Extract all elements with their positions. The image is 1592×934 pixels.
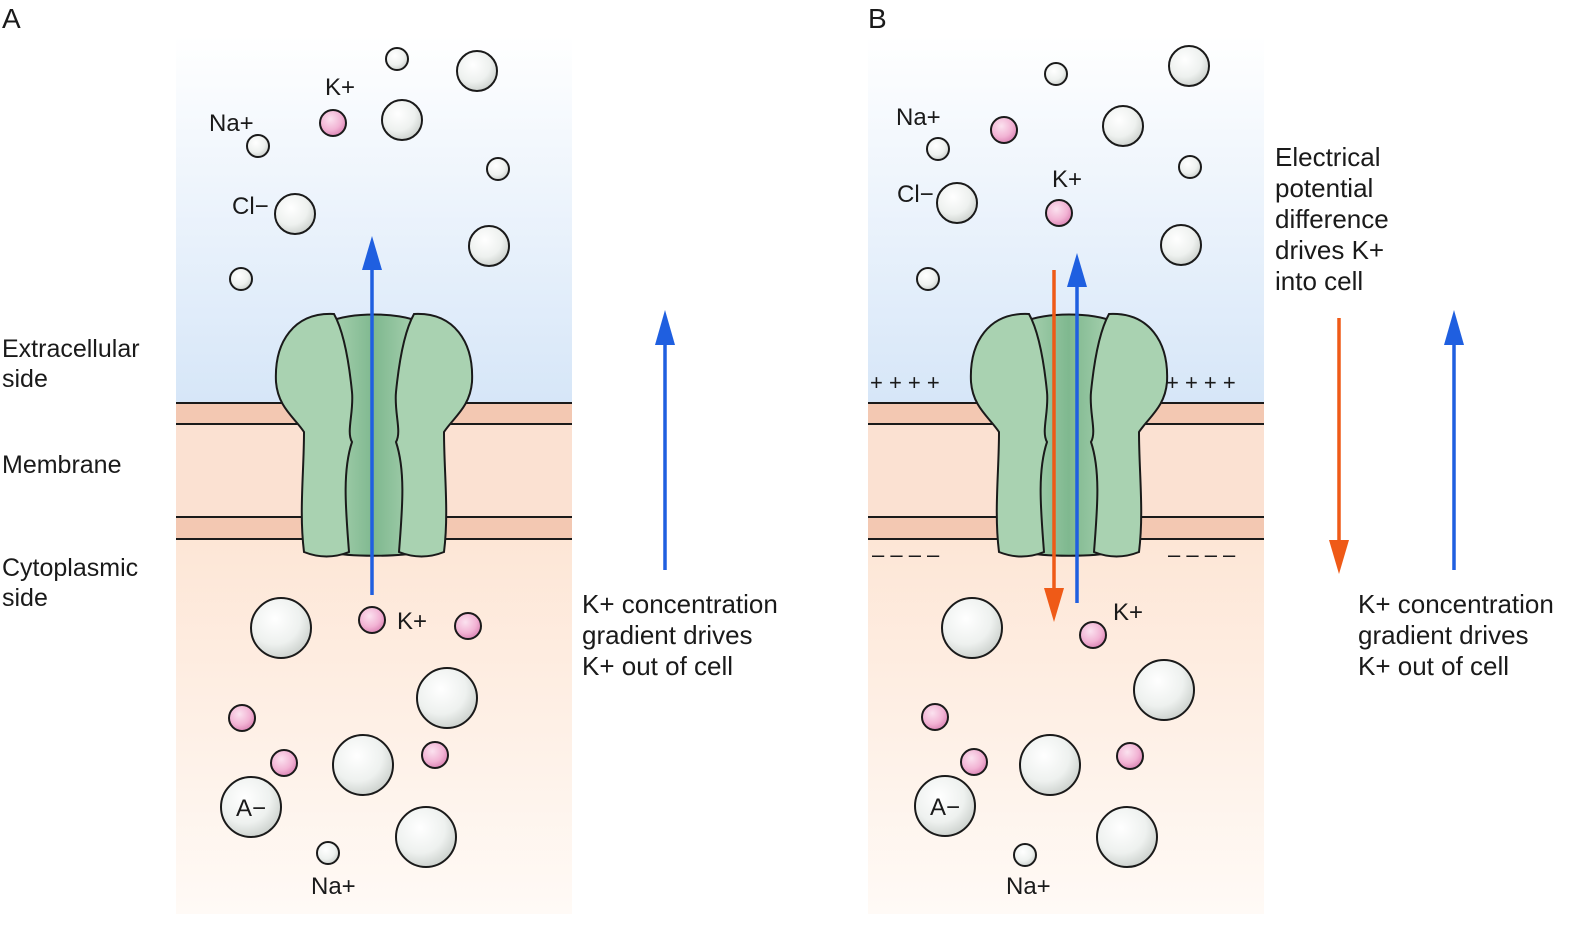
na-ion — [316, 841, 340, 865]
k-ion — [319, 109, 347, 137]
side-labels: Extracellular side Membrane Cytoplasmic … — [2, 335, 140, 612]
anion — [1096, 806, 1158, 868]
k-ion — [358, 606, 386, 634]
na-ion — [926, 137, 950, 161]
k-ion — [1079, 621, 1107, 649]
cl-ion — [1168, 45, 1210, 87]
k-ion — [454, 612, 482, 640]
a-in-label: A− — [236, 795, 266, 822]
panel-a: A K+ Na+ Cl− — [2, 3, 778, 914]
arrow-head — [1444, 310, 1464, 345]
arrow-head — [1067, 253, 1087, 287]
arrow-head — [362, 236, 382, 270]
anion — [250, 597, 312, 659]
a-in-label-b: A− — [930, 794, 960, 821]
extracellular-label-line-2: side — [2, 365, 48, 393]
panel-b-concentration-note-line-3: K+ out of cell — [1358, 651, 1509, 681]
anion — [416, 667, 478, 729]
electrical-note-line-4: drives K+ — [1275, 235, 1384, 265]
anion — [1019, 734, 1081, 796]
anion — [395, 806, 457, 868]
k-in-label-b: K+ — [1113, 599, 1143, 626]
cl-ion — [274, 193, 316, 235]
panel-b: B + + + + + + + + – – – – – – – – Na+ K+… — [868, 3, 1554, 914]
na-ion — [486, 157, 510, 181]
electrical-note-line-2: potential — [1275, 173, 1373, 203]
cl-ion — [1102, 105, 1144, 147]
electrical-note-line-3: difference — [1275, 204, 1389, 234]
k-ion — [421, 741, 449, 769]
na-ion — [246, 134, 270, 158]
na-ion — [916, 267, 940, 291]
na-out-label-b: Na+ — [896, 104, 941, 131]
anion — [1133, 659, 1195, 721]
cl-ion — [468, 225, 510, 267]
anion-a-minus — [914, 775, 976, 837]
extracellular-label-line-1: Extracellular — [2, 335, 140, 363]
electrical-note-line-1: Electrical — [1275, 142, 1380, 172]
k-ion — [960, 748, 988, 776]
k-ion — [1045, 199, 1073, 227]
k-ion — [228, 704, 256, 732]
cytoplasmic-label-line-1: Cytoplasmic — [2, 554, 138, 582]
anion-a-minus — [220, 776, 282, 838]
cl-out-label: Cl− — [232, 193, 269, 220]
k-ion — [270, 749, 298, 777]
electrical-note-line-5: into cell — [1275, 266, 1363, 296]
panel-a-letter: A — [2, 3, 21, 34]
cl-ion — [1160, 224, 1202, 266]
inner-negative-charges-left: – – – – — [872, 542, 940, 567]
k-out-label: K+ — [325, 74, 355, 101]
k-ion — [921, 703, 949, 731]
anion — [332, 734, 394, 796]
k-ion — [990, 116, 1018, 144]
cl-ion — [936, 182, 978, 224]
cytoplasmic-label-line-2: side — [2, 584, 48, 612]
panel-b-concentration-note-line-2: gradient drives — [1358, 620, 1529, 650]
arrow-head — [1329, 540, 1349, 574]
panel-a-k-channel — [274, 312, 474, 558]
na-ion — [1178, 155, 1202, 179]
outer-positive-charges-left: + + + + — [870, 370, 940, 395]
na-ion — [1013, 843, 1037, 867]
panel-b-letter: B — [868, 3, 887, 34]
na-ion — [1044, 62, 1068, 86]
arrow-head — [1044, 588, 1064, 622]
na-ion — [229, 267, 253, 291]
anion — [941, 597, 1003, 659]
na-in-label-b: Na+ — [1006, 873, 1051, 900]
arrow-head — [655, 310, 675, 345]
inner-negative-charges-right: – – – – — [1168, 542, 1236, 567]
cl-ion — [381, 99, 423, 141]
cl-out-label-b: Cl− — [897, 181, 934, 208]
panel-b-concentration-note-line-1: K+ concentration — [1358, 589, 1554, 619]
k-ion — [1116, 742, 1144, 770]
panel-a-concentration-note-line-1: K+ concentration — [582, 589, 778, 619]
panel-a-concentration-note-line-3: K+ out of cell — [582, 651, 733, 681]
panel-a-concentration-note-line-2: gradient drives — [582, 620, 753, 650]
k-in-label: K+ — [397, 608, 427, 635]
k-out-label-b: K+ — [1052, 166, 1082, 193]
outer-positive-charges-right: + + + + — [1166, 370, 1236, 395]
na-in-label: Na+ — [311, 873, 356, 900]
cl-ion — [456, 50, 498, 92]
panel-b-k-channel — [969, 312, 1169, 558]
membrane-label: Membrane — [2, 451, 122, 479]
na-out-label: Na+ — [209, 110, 254, 137]
na-ion — [385, 47, 409, 71]
